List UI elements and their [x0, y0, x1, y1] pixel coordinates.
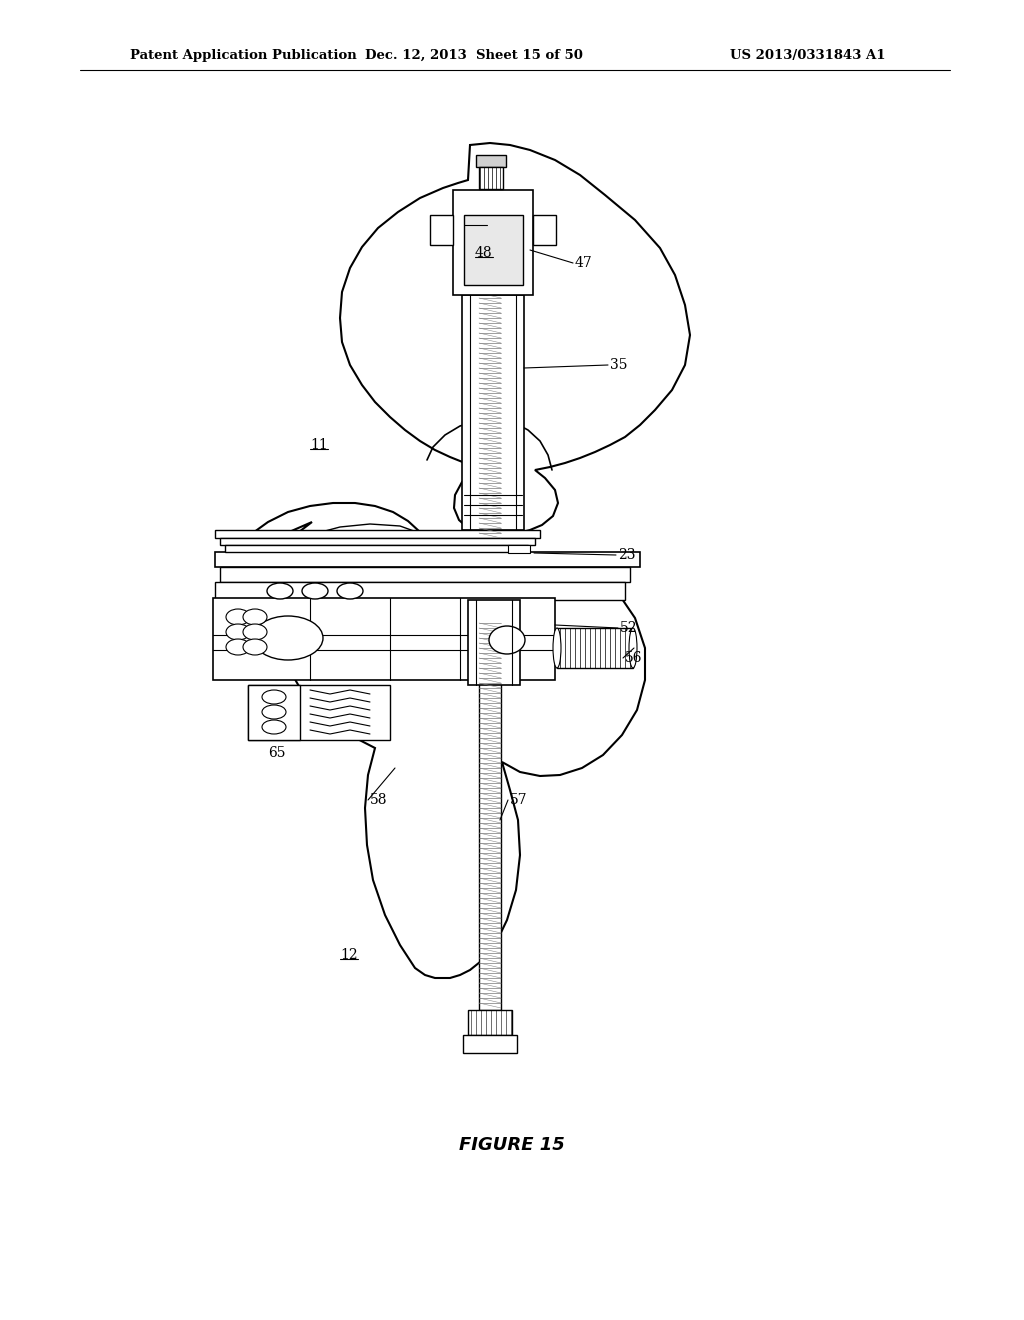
- Ellipse shape: [253, 616, 323, 660]
- Ellipse shape: [489, 626, 525, 653]
- Polygon shape: [213, 598, 555, 680]
- Text: 35: 35: [610, 358, 628, 372]
- Text: US 2013/0331843 A1: US 2013/0331843 A1: [730, 49, 886, 62]
- Ellipse shape: [262, 719, 286, 734]
- Ellipse shape: [267, 583, 293, 599]
- Bar: [476, 154, 506, 168]
- Ellipse shape: [226, 624, 250, 640]
- Ellipse shape: [553, 628, 561, 668]
- Polygon shape: [248, 685, 300, 741]
- Text: 48: 48: [475, 246, 493, 260]
- Polygon shape: [248, 685, 390, 741]
- Text: Dec. 12, 2013  Sheet 15 of 50: Dec. 12, 2013 Sheet 15 of 50: [365, 49, 583, 62]
- Polygon shape: [215, 552, 640, 568]
- Polygon shape: [479, 620, 501, 1010]
- Polygon shape: [453, 190, 534, 294]
- Polygon shape: [220, 539, 535, 545]
- Text: 47: 47: [575, 256, 593, 271]
- Ellipse shape: [226, 609, 250, 624]
- Text: 12: 12: [340, 948, 357, 962]
- Bar: [479, 168, 503, 189]
- Polygon shape: [468, 601, 520, 685]
- Ellipse shape: [337, 583, 362, 599]
- Ellipse shape: [243, 624, 267, 640]
- Ellipse shape: [302, 583, 328, 599]
- Bar: [534, 215, 556, 246]
- Polygon shape: [215, 582, 625, 601]
- Bar: [430, 215, 453, 246]
- Polygon shape: [479, 220, 501, 540]
- Bar: [508, 545, 530, 553]
- Polygon shape: [225, 545, 528, 552]
- Polygon shape: [464, 215, 523, 285]
- Polygon shape: [225, 503, 645, 978]
- Text: 57: 57: [510, 793, 527, 807]
- Polygon shape: [468, 1010, 512, 1035]
- Ellipse shape: [262, 705, 286, 719]
- Ellipse shape: [629, 628, 637, 668]
- Text: 65: 65: [268, 746, 286, 760]
- Polygon shape: [215, 531, 540, 539]
- Polygon shape: [557, 628, 633, 668]
- Polygon shape: [340, 143, 690, 543]
- Ellipse shape: [226, 639, 250, 655]
- Polygon shape: [462, 294, 524, 531]
- Text: 56: 56: [625, 651, 642, 665]
- Ellipse shape: [262, 690, 286, 704]
- Polygon shape: [220, 568, 630, 582]
- Polygon shape: [463, 1035, 517, 1053]
- Text: 58: 58: [370, 793, 387, 807]
- Text: 23: 23: [618, 548, 636, 562]
- Ellipse shape: [243, 609, 267, 624]
- Text: 11: 11: [310, 438, 328, 451]
- Ellipse shape: [243, 639, 267, 655]
- Text: 52: 52: [620, 620, 638, 635]
- Text: FIGURE 15: FIGURE 15: [459, 1137, 565, 1154]
- Text: Patent Application Publication: Patent Application Publication: [130, 49, 356, 62]
